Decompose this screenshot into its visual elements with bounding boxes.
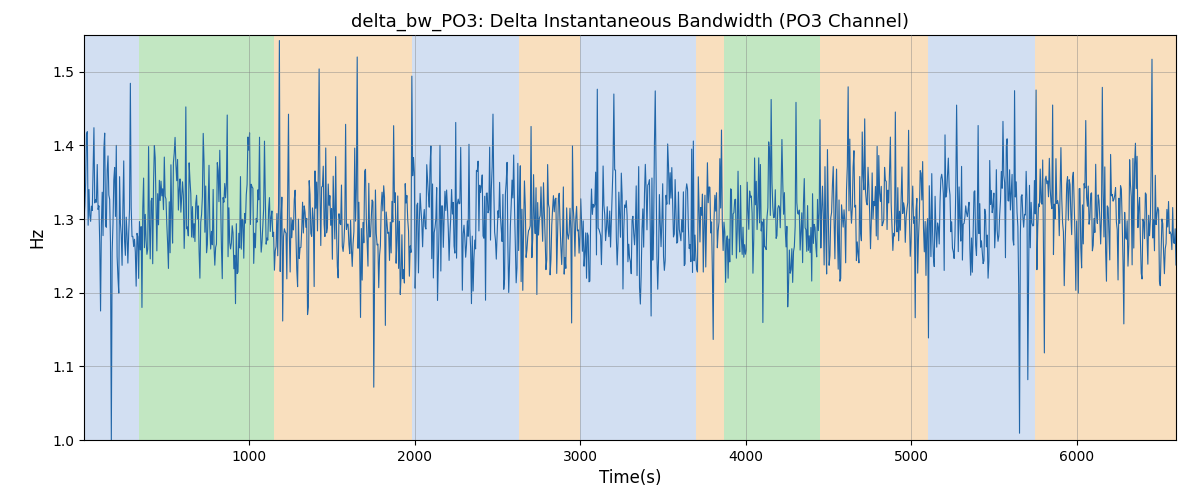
Bar [696, 35, 725, 440]
Bar [412, 35, 520, 440]
Bar [725, 35, 821, 440]
Title: delta_bw_PO3: Delta Instantaneous Bandwidth (PO3 Channel): delta_bw_PO3: Delta Instantaneous Bandwi… [352, 12, 910, 31]
Bar [520, 35, 581, 440]
Bar [139, 35, 275, 440]
Bar [1036, 35, 1176, 440]
Y-axis label: Hz: Hz [29, 227, 47, 248]
Bar [821, 35, 928, 440]
X-axis label: Time(s): Time(s) [599, 470, 661, 488]
Bar [275, 35, 412, 440]
Bar [928, 35, 1036, 440]
Bar [84, 35, 139, 440]
Bar [581, 35, 696, 440]
